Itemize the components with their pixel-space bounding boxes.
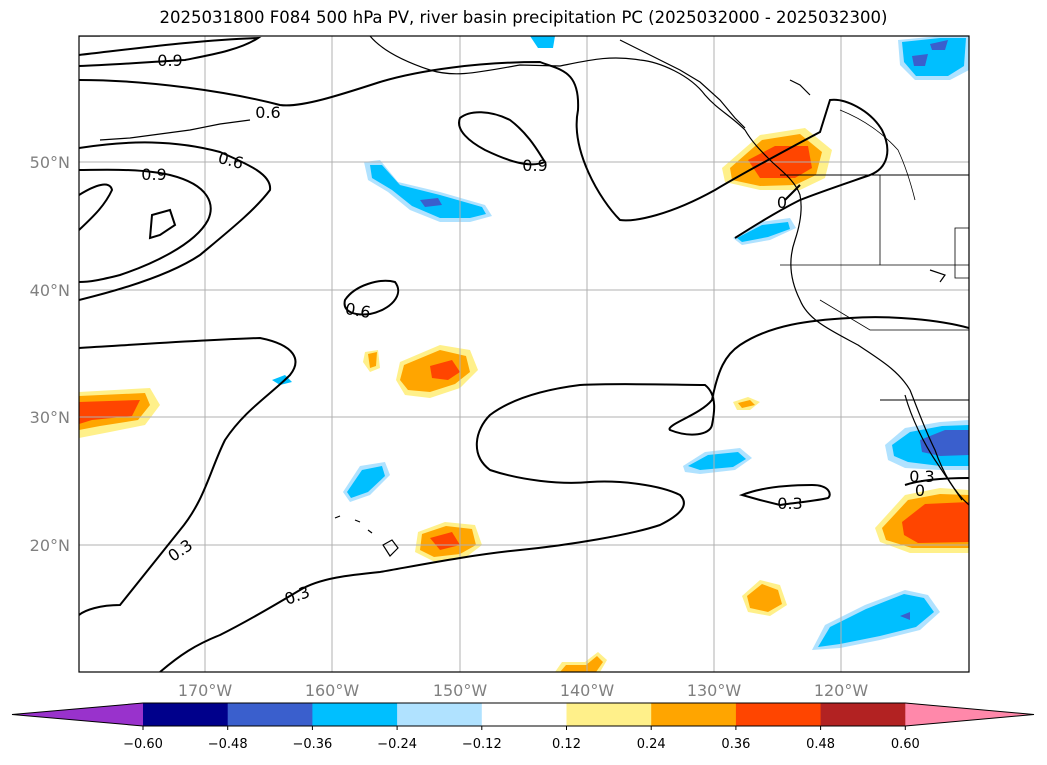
colorbar-tick-label: 0.60 <box>891 737 920 752</box>
contour-label: 0.3 <box>909 467 934 486</box>
colorbar-tick-label: −0.24 <box>377 737 417 752</box>
pv-contours <box>79 36 969 672</box>
positive-anomaly-region <box>738 400 755 408</box>
contour-label: 0.9 <box>522 156 547 175</box>
colorbar-ticks: −0.60 −0.48 −0.36 −0.24 −0.12 0.12 0.24 0.36 0.4… <box>123 726 920 752</box>
positive-anomaly-region <box>560 656 603 672</box>
colorbar-tick-label: 0.48 <box>806 737 835 752</box>
contour-label: 0.9 <box>157 51 182 70</box>
positive-anomaly-region <box>368 352 377 368</box>
lat-label: 20°N <box>30 536 70 555</box>
negative-anomaly-region <box>370 165 486 218</box>
negative-anomaly-region <box>930 40 948 50</box>
negative-anomaly-region <box>420 198 442 207</box>
lon-label: 130°W <box>687 681 742 700</box>
negative-anomaly-region <box>347 466 385 498</box>
colorbar-tick-label: 0.36 <box>721 737 750 752</box>
contour-label: 0.9 <box>141 165 166 184</box>
colorbar-segment <box>227 703 313 726</box>
contour-label: 0.6 <box>344 299 372 322</box>
negative-anomaly-region <box>688 452 746 470</box>
colorbar-segments <box>11 702 1035 727</box>
colorbar-segment <box>651 703 737 726</box>
contour-label: 0.6 <box>216 148 246 173</box>
colorbar-tick-label: 0.12 <box>552 737 581 752</box>
map-title: 2025031800 F084 500 hPa PV, river basin … <box>159 8 888 27</box>
grid-lines <box>79 36 969 672</box>
coastlines <box>79 36 969 557</box>
contour-label: 0.3 <box>164 535 196 565</box>
colorbar-segment <box>566 703 652 726</box>
contour-label: 0 <box>915 481 925 500</box>
colorbar: −0.60 −0.48 −0.36 −0.24 −0.12 0.12 0.24 0.36 0.4… <box>11 702 1035 752</box>
colorbar-segment <box>820 703 906 726</box>
map-frame <box>78 35 970 673</box>
lat-label: 40°N <box>30 281 70 300</box>
colorbar-segment <box>735 703 822 726</box>
negative-anomaly-region <box>920 430 969 456</box>
lon-label: 160°W <box>305 681 360 700</box>
positive-anomaly-region <box>79 400 140 424</box>
colorbar-tick-label: −0.12 <box>462 737 502 752</box>
lon-label: 150°W <box>433 681 488 700</box>
map-area <box>79 36 969 672</box>
colorbar-extend-high <box>905 703 1034 726</box>
colorbar-segment <box>312 703 398 726</box>
colorbar-segment <box>481 703 567 726</box>
lat-label: 50°N <box>30 153 70 172</box>
lon-label: 140°W <box>560 681 615 700</box>
colorbar-tick-label: −0.60 <box>123 737 163 752</box>
longitude-labels: 170°W 160°W 150°W 140°W 130°W 120°W <box>178 681 869 700</box>
negative-anomaly-region <box>737 222 790 242</box>
colorbar-tick-label: −0.36 <box>292 737 332 752</box>
contour-label: 0.6 <box>255 103 280 122</box>
positive-anomaly-region <box>747 584 782 612</box>
negative-anomaly-region <box>902 38 966 76</box>
colorbar-segment <box>143 703 229 726</box>
positive-anomaly-region <box>902 502 969 543</box>
lat-label: 30°N <box>30 408 70 427</box>
colorbar-tick-label: −0.48 <box>208 737 248 752</box>
colorbar-extend-low <box>12 703 143 726</box>
colorbar-tick-label: 0.24 <box>637 737 666 752</box>
negative-anomaly-region <box>900 612 910 620</box>
contour-label: 0.3 <box>777 494 802 513</box>
positive-anomaly-region <box>430 360 460 380</box>
lon-label: 170°W <box>178 681 233 700</box>
negative-anomaly-region <box>912 54 928 66</box>
latitude-labels: 50°N 40°N 30°N 20°N <box>30 153 70 555</box>
negative-anomaly-region <box>818 594 934 647</box>
negative-anomaly-region <box>530 36 555 48</box>
colorbar-segment <box>397 703 483 726</box>
precip-shading <box>79 36 969 672</box>
lon-label: 120°W <box>814 681 869 700</box>
contour-label: 0 <box>777 193 787 212</box>
